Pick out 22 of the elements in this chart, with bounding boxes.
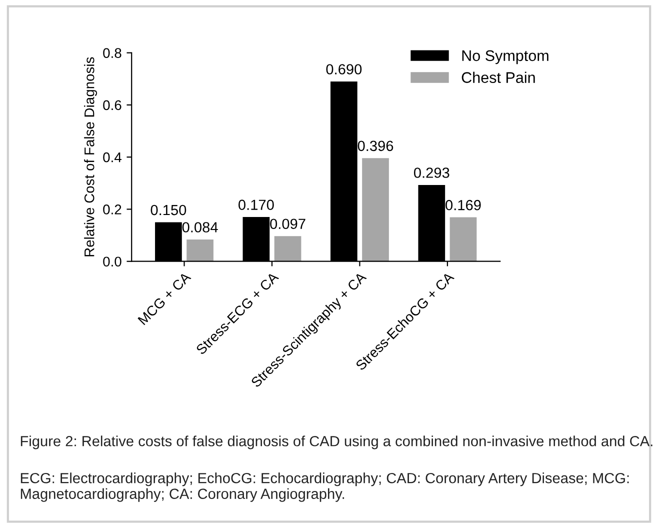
data-label: 0.150 <box>150 204 186 216</box>
data-label: 0.293 <box>414 168 450 178</box>
data-label: 0.170 <box>238 200 274 210</box>
data-label: 0.690 <box>326 64 362 74</box>
bar <box>274 236 302 262</box>
text: ECG: Electrocardiography; EchoCG: Echocardiography; CAD: Coronary Artery Disease; MCG: Magnetocardiography; CA: Coronary Angiography. <box>20 472 629 502</box>
bar <box>450 217 477 262</box>
bar <box>186 239 214 262</box>
y-tick-label: 0.8 <box>103 48 122 58</box>
y-tick-label: 0.4 <box>103 152 122 162</box>
y-axis-title: Relative Cost of False Diagnosis <box>84 57 98 256</box>
data-label: 0.084 <box>182 222 218 232</box>
legend-label: Chest Pain <box>462 72 535 83</box>
data-label: 0.097 <box>270 218 306 230</box>
legend-label: No Symptom <box>462 50 548 64</box>
y-tick-label: 0.2 <box>103 204 122 214</box>
y-tick-label: 0.0 <box>103 256 122 267</box>
y-tick-label: 0.6 <box>103 100 122 110</box>
caption: Figure 2: Relative costs of false diagnosis of CAD using a combined non-invasive method and CA. <box>20 436 652 450</box>
data-label: 0.169 <box>446 200 481 210</box>
data-label: 0.396 <box>358 140 394 152</box>
bar <box>362 158 389 262</box>
